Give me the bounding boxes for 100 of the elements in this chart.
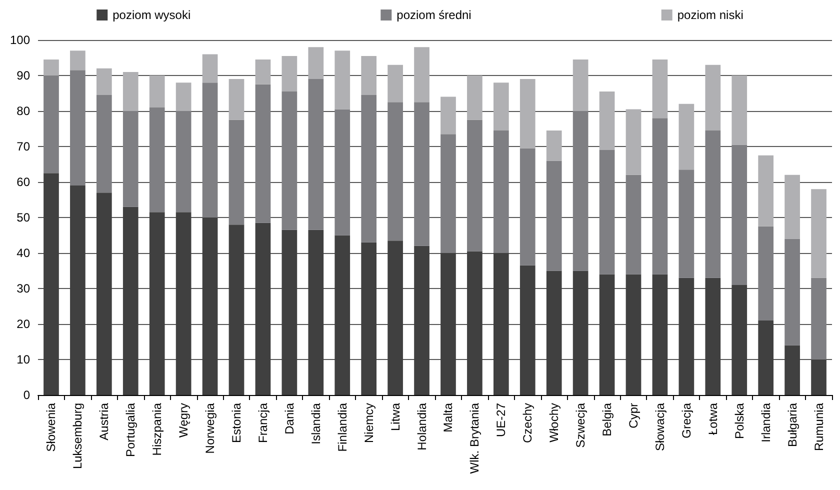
bar [228,120,244,225]
bar [282,56,298,92]
bar [599,274,615,395]
x-tick-label: Francja [256,402,270,444]
x-tick-label: Portugalia [124,402,138,458]
x-tick-label: Finlandia [335,402,350,452]
x-tick-label: Irlandia [758,402,773,442]
bar [149,212,165,395]
bar [228,79,244,120]
bar [122,72,138,111]
bar [520,148,536,266]
bar [467,120,482,252]
bar [96,192,112,395]
bar [520,79,536,148]
bar [493,253,509,395]
bar [361,56,377,96]
y-tick-label: 80 [16,104,30,118]
bar [467,251,482,395]
bar [282,91,298,230]
bar [308,79,324,230]
y-tick-label: 50 [16,210,30,224]
bar [388,240,403,395]
bar [334,235,350,395]
bar [678,170,694,278]
x-tick-label: Luksemburg [70,403,85,470]
y-tick-label: 20 [16,317,30,331]
bar [520,265,536,395]
x-tick-label: UE-27 [494,402,508,438]
x-tick-label: Słowenia [44,402,58,452]
x-tick-label: Holandia [414,402,429,450]
bar [572,111,588,271]
bar [758,320,774,395]
bar [440,96,456,134]
bar [467,76,482,120]
bar [678,278,694,395]
legend-label: poziom niski [677,8,744,22]
bar [149,107,165,212]
x-tick-label: Dania [282,402,296,434]
y-tick-label: 60 [16,175,30,189]
x-tick-label: Islandia [308,402,323,444]
bar [546,270,562,395]
bar [626,109,642,175]
x-tick-label: Szwecja [574,402,588,448]
bar [255,222,271,395]
bar [732,76,748,145]
bar [255,60,271,84]
bar [784,174,800,239]
bar [334,50,350,110]
x-tick-label: Norwegia [203,402,218,454]
bar [361,95,377,242]
bar [414,47,430,102]
x-tick-label: Bułgaria [785,402,800,448]
bar [599,91,615,150]
y-tick-label: 40 [16,246,30,260]
x-tick-label: Niemcy [362,403,376,444]
bar [732,144,748,285]
bar [70,50,86,70]
bar [202,54,218,83]
bar [70,70,86,186]
bar [176,111,192,212]
bar [572,60,588,111]
bar [282,230,298,395]
bar [122,111,138,207]
y-tick-label: 10 [16,352,30,366]
x-tick-label: Czechy [520,403,535,444]
bar [255,84,271,223]
y-tick-label: 100 [10,33,30,47]
y-tick-label: 90 [16,68,30,82]
x-tick-label: Węgry [176,403,191,438]
bar [811,360,826,395]
x-tick-label: Łotwa [706,402,720,436]
x-tick-label: Austria [97,402,112,440]
bar [176,212,192,395]
x-tick-label: Słowacja [652,402,667,452]
x-tick-label: Rumunia [812,402,826,452]
bar [308,230,324,395]
x-tick-label: Cypr [626,403,640,428]
bar [705,278,721,395]
bar [388,102,403,241]
bar [652,274,668,395]
bar [202,82,218,218]
bar [546,130,562,161]
bar [361,242,377,395]
y-tick-label: 30 [16,282,30,296]
bar [176,82,192,111]
bar [678,104,694,170]
bar [811,189,826,278]
bar [732,284,748,395]
bar [388,64,403,102]
bar [96,68,112,96]
bar [96,95,112,193]
bar [122,206,138,395]
bar [334,109,350,236]
bar [70,186,86,395]
bar [758,226,774,320]
bar [758,155,774,226]
bar [308,47,324,80]
bar [414,246,430,395]
bar [599,150,615,274]
x-tick-label: Litwa [388,402,402,432]
